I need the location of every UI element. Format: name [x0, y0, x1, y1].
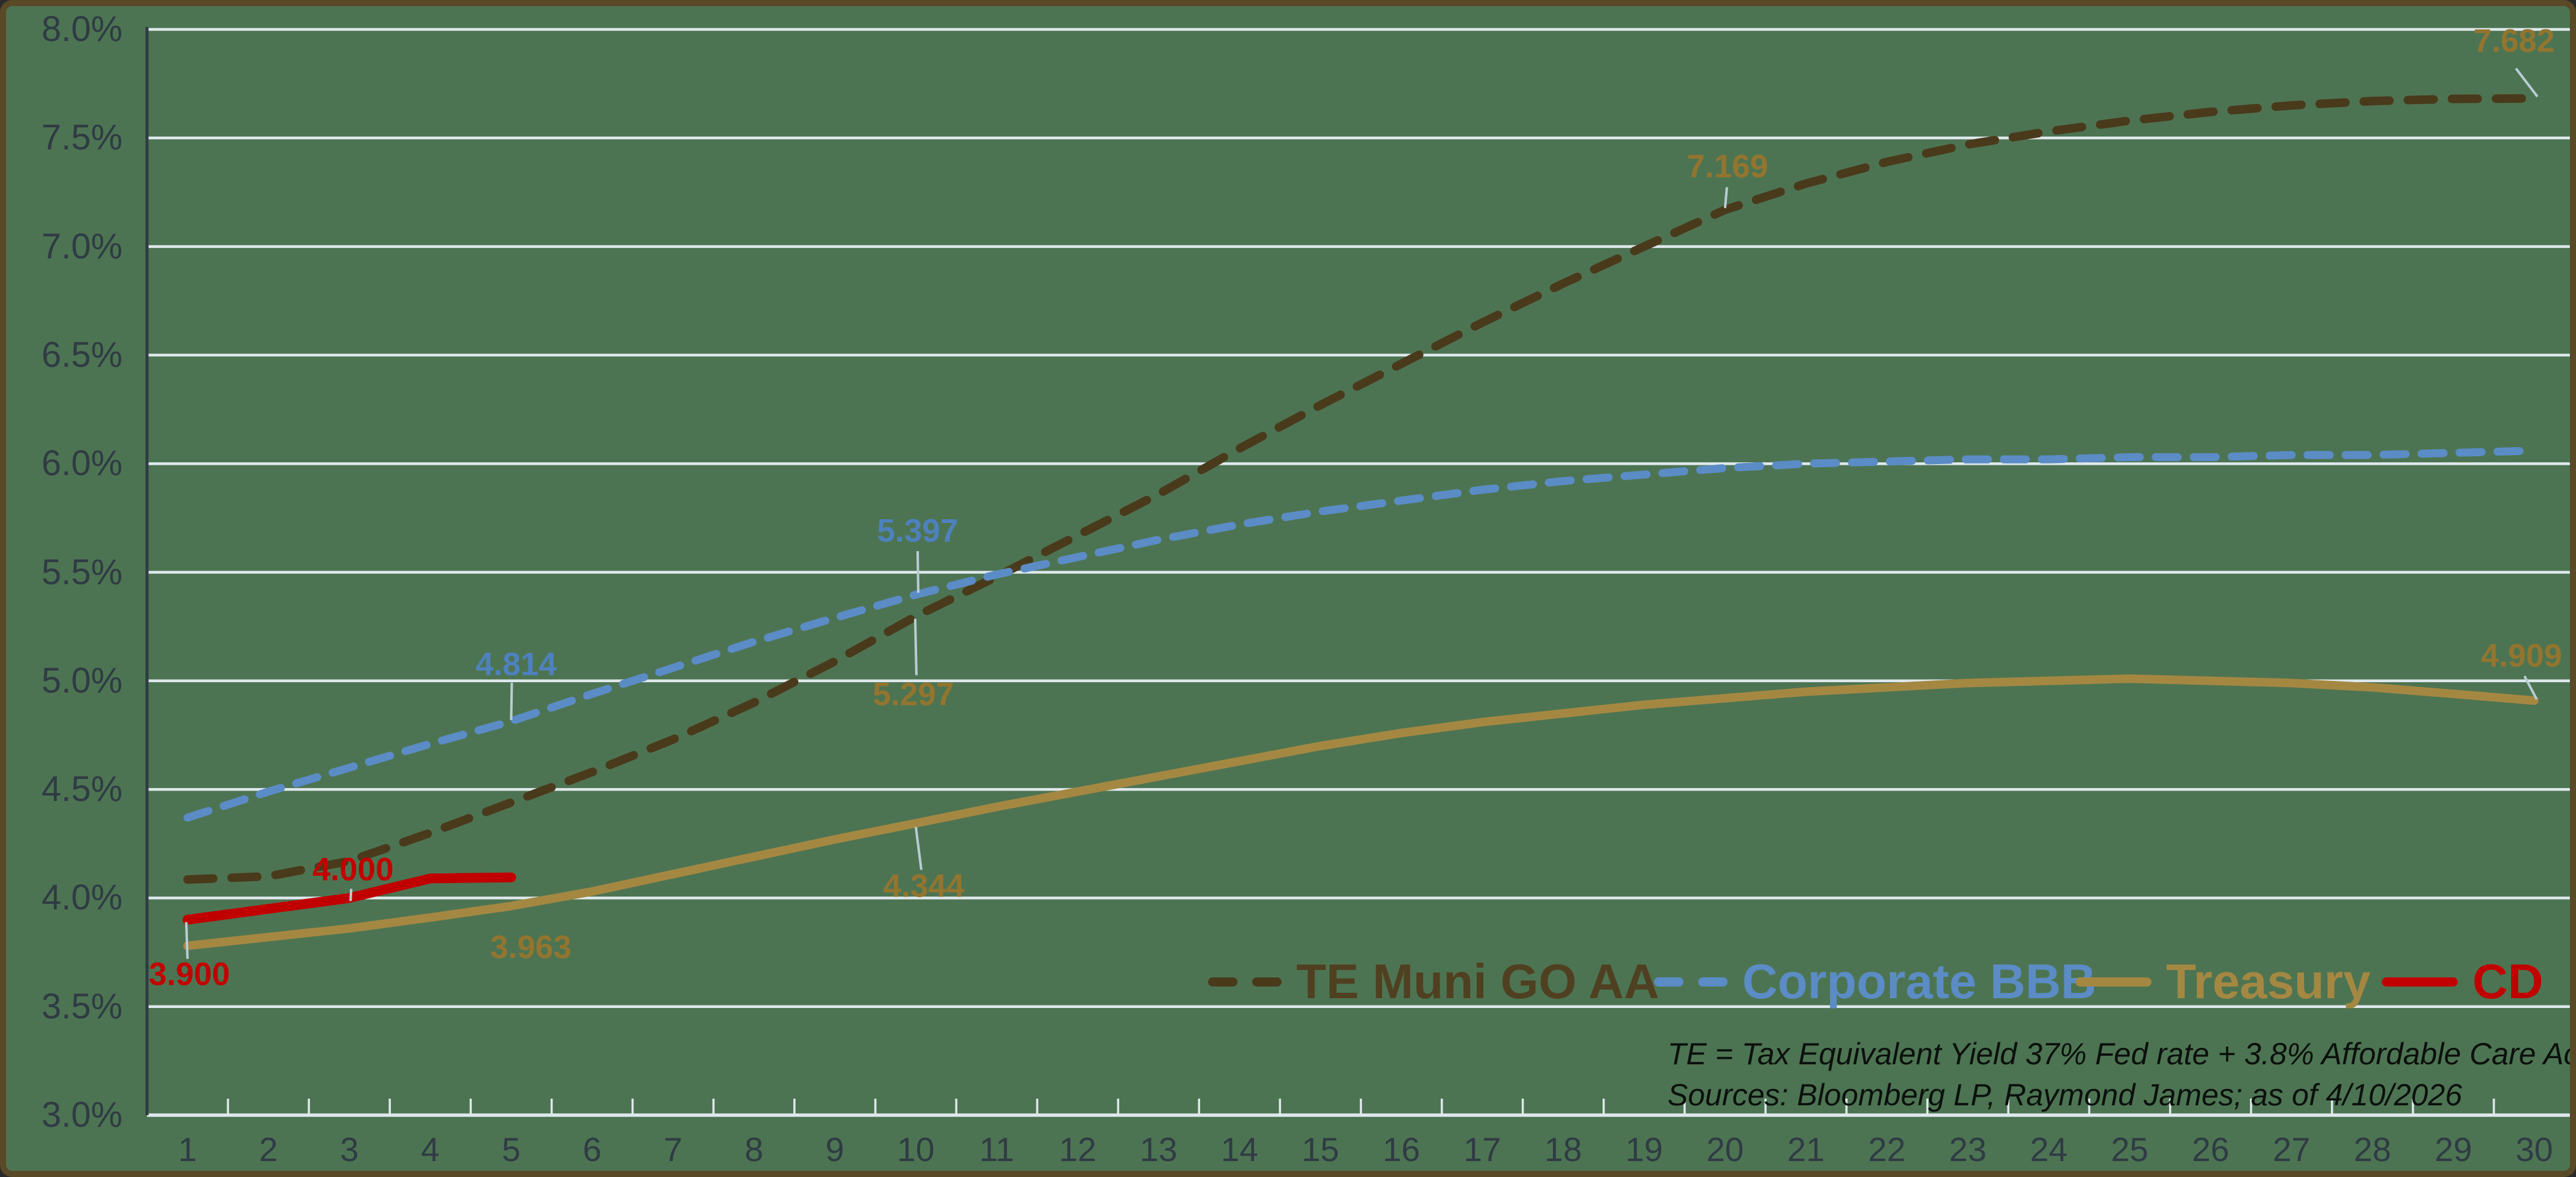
x-axis-label: 16 [1382, 1130, 1421, 1168]
x-axis-label: 19 [1625, 1130, 1663, 1168]
data-label-treasury-5: 3.963 [490, 929, 572, 966]
x-axis-label: 21 [1787, 1130, 1825, 1168]
footnote-line-1: TE = Tax Equivalent Yield 37% Fed rate +… [1668, 1037, 2576, 1071]
y-axis-label: 6.5% [41, 334, 123, 375]
x-axis-label: 8 [744, 1130, 764, 1168]
x-axis-label: 11 [979, 1130, 1014, 1168]
x-axis-label: 25 [2110, 1130, 2149, 1168]
series-line-treasury [183, 674, 2539, 950]
legend-label-cd: CD [2472, 954, 2544, 1009]
legend-label-corporate-bbb: Corporate BBB [1742, 954, 2096, 1009]
label-leader-line [2523, 675, 2538, 701]
y-axis-label: 8.0% [41, 9, 123, 49]
legend-item-treasury: Treasury [2076, 952, 2371, 1011]
label-leader-line [914, 827, 923, 870]
label-leader-line [913, 619, 918, 675]
x-axis-label: 27 [2273, 1130, 2311, 1168]
x-axis-label: 24 [2030, 1130, 2068, 1168]
y-axis-label: 7.5% [41, 118, 123, 158]
x-axis-label: 22 [1868, 1130, 1906, 1168]
footnote: TE = Tax Equivalent Yield 37% Fed rate +… [1668, 1034, 2576, 1116]
x-axis-label: 3 [339, 1130, 359, 1168]
x-axis-label: 7 [663, 1130, 682, 1168]
x-axis-label: 29 [2434, 1130, 2472, 1168]
legend-item-corporate-bbb: Corporate BBB [1654, 952, 2096, 1011]
label-leader-line [1723, 187, 1728, 208]
data-label-muni-30: 7.682 [2473, 23, 2555, 59]
series-line-corporate [183, 446, 2539, 822]
label-leader-line [510, 682, 513, 720]
label-leader-line [185, 922, 189, 959]
label-leader-line [349, 889, 353, 901]
data-label-muni-10: 5.297 [872, 676, 954, 713]
x-axis-label: 17 [1464, 1130, 1501, 1168]
x-axis-label: 1 [178, 1130, 197, 1168]
legend-dashed-line-icon [1208, 977, 1282, 987]
label-leader-line [2515, 67, 2539, 97]
data-label-corporate-5: 4.814 [475, 646, 557, 683]
y-axis-label: 6.0% [41, 443, 123, 484]
y-axis-label: 5.0% [41, 660, 123, 701]
legend-item-cd: CD [2382, 952, 2544, 1011]
x-axis-label: 30 [2515, 1130, 2553, 1168]
x-axis-label: 28 [2354, 1130, 2392, 1168]
data-label-muni-20: 7.169 [1686, 148, 1769, 185]
legend-solid-line-icon [2076, 977, 2151, 987]
y-axis-label: 3.0% [41, 1095, 123, 1135]
legend-label-treasury: Treasury [2166, 954, 2371, 1009]
legend-label-te-muni-go-aa: TE Muni GO AA [1296, 954, 1660, 1009]
x-axis-label: 12 [1059, 1130, 1097, 1168]
plot-area [145, 27, 2570, 1117]
data-label-corporate-10: 5.397 [877, 513, 959, 549]
legend-solid-line-icon [2382, 977, 2458, 987]
x-axis-label: 13 [1139, 1130, 1177, 1168]
x-axis-label: 6 [583, 1130, 602, 1168]
x-axis-label: 18 [1544, 1130, 1582, 1168]
x-axis-label: 14 [1220, 1130, 1258, 1168]
y-axis-label: 4.5% [41, 769, 123, 810]
x-axis-label: 20 [1706, 1130, 1744, 1168]
footnote-line-2: Sources: Bloomberg LP, Raymond James; as… [1668, 1078, 2463, 1112]
x-axis-label: 9 [825, 1130, 845, 1168]
x-axis-label: 2 [259, 1130, 278, 1168]
data-label-treasury-30: 4.909 [2480, 637, 2563, 674]
series-line-cd [183, 872, 516, 925]
data-label-cd-1: 3.900 [148, 956, 230, 993]
data-label-treasury-10: 4.344 [883, 868, 965, 904]
x-axis-label: 23 [1949, 1130, 1987, 1168]
x-axis-label: 15 [1301, 1130, 1340, 1168]
data-label-cd-3: 4.000 [312, 851, 394, 888]
legend-item-te-muni-go-aa: TE Muni GO AA [1208, 952, 1660, 1011]
y-axis-label: 3.5% [41, 986, 123, 1026]
x-axis-label: 10 [897, 1130, 935, 1168]
x-axis-label: 26 [2191, 1130, 2230, 1168]
y-axis-label: 5.5% [41, 552, 123, 592]
x-axis-label: 4 [421, 1130, 440, 1168]
series-line-muni [183, 94, 2539, 884]
y-axis-label: 4.0% [41, 878, 123, 918]
legend-dashed-line-icon [1654, 977, 1728, 987]
x-axis-label: 5 [502, 1130, 521, 1168]
y-axis-label: 7.0% [41, 226, 123, 266]
